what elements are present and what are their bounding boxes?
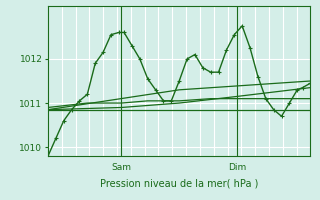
Text: Dim: Dim [228,163,246,172]
Text: Pression niveau de la mer( hPa ): Pression niveau de la mer( hPa ) [100,178,258,188]
Text: Sam: Sam [111,163,132,172]
